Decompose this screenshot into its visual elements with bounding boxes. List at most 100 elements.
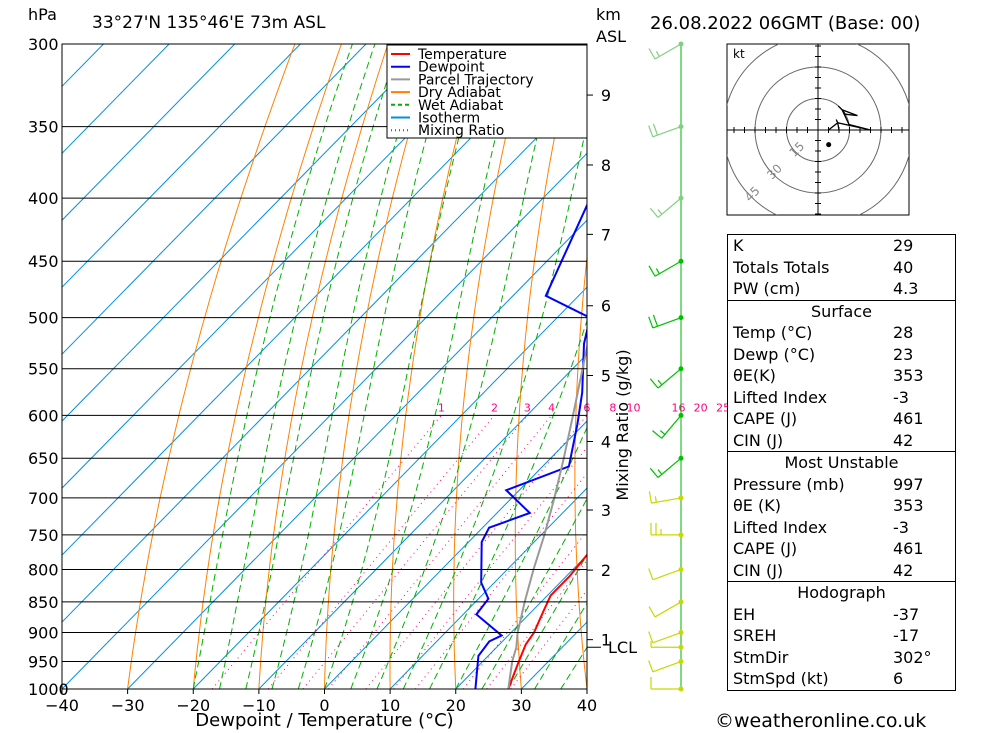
pressure-tick-label: 550 — [28, 360, 59, 379]
wind-barb-dot — [678, 495, 684, 501]
isotherm-line — [62, 44, 301, 288]
wind-barb — [649, 195, 684, 218]
wet-adiabat-line — [245, 44, 400, 689]
wind-barb-staff — [657, 368, 682, 389]
pressure-tick-label: 600 — [28, 406, 59, 425]
wind-barb-flag — [648, 606, 656, 618]
surface-row-cape: CAPE (J) 461 — [733, 409, 924, 428]
pressure-tick-label: 450 — [28, 252, 59, 271]
hodograph-storm-motion-dot — [826, 142, 832, 148]
surface-row-cin: CIN (J) 42 — [733, 430, 914, 450]
dry-adiabat-line — [689, 7, 724, 715]
x-axis-title: Dewpoint / Temperature (°C) — [195, 710, 453, 731]
mixing-ratio-label: 16 — [672, 401, 686, 414]
wind-barb-flag — [657, 209, 663, 215]
wind-barb — [648, 491, 684, 504]
temperature-tick-label: −10 — [242, 696, 276, 715]
wind-barb-dot — [678, 315, 684, 321]
pressure-tick-label: 800 — [28, 560, 59, 579]
wet-adiabat-line — [402, 122, 587, 689]
isotherm-line — [455, 554, 587, 689]
wind-barb — [648, 41, 684, 60]
surface-row-theta-e: θE(K) 353 — [733, 366, 924, 385]
legend-entry-label: Temperature — [417, 47, 507, 63]
wind-barb — [648, 659, 684, 673]
mixing-ratio-axis-title: Mixing Ratio (g/kg) — [613, 349, 632, 500]
mixing-ratio-label: 25 — [716, 401, 730, 414]
mixing-ratio-label: 1 — [438, 401, 445, 414]
wind-barb-dot — [678, 455, 684, 461]
legend-entry-label: Dry Adiabat — [418, 85, 501, 101]
wet-adiabat-line — [324, 44, 485, 689]
wind-barb — [650, 522, 684, 538]
dry-adiabat-line — [127, 44, 296, 689]
wind-barb — [648, 566, 684, 581]
legend-entry-label: Dewpoint — [418, 60, 485, 76]
temperature-tick-label: 30 — [511, 696, 531, 715]
wind-barb-flag — [648, 568, 654, 580]
legend-box — [386, 44, 588, 139]
isotherm-line — [62, 44, 367, 355]
wind-barb-staff — [652, 631, 682, 644]
km-asl-label: ASL — [596, 27, 627, 46]
wind-barb-flag — [659, 430, 666, 435]
isotherm-line — [258, 353, 587, 689]
wind-barb — [648, 258, 684, 277]
wind-barb — [648, 314, 684, 329]
pressure-tick-label: 900 — [28, 624, 59, 643]
dry-adiabat-line — [574, 253, 587, 689]
legend-entry-label: Mixing Ratio — [418, 123, 504, 139]
pressure-tick-label: 750 — [28, 526, 59, 545]
mixing-ratio-line — [267, 414, 495, 689]
temperature-tick-label: 10 — [380, 696, 400, 715]
mixing-ratio-label: 4 — [548, 401, 555, 414]
hodograph-unit-label: kt — [733, 47, 745, 61]
wind-barb — [648, 123, 684, 138]
pressure-tick-label: 850 — [28, 593, 59, 612]
mixing-ratio-line — [393, 446, 587, 689]
mu-row-theta-e: θE (K) 353 — [733, 496, 924, 515]
wind-barb-flag — [648, 316, 654, 329]
dry-adiabat-line — [258, 44, 389, 689]
hodo-row-eh: EH -37 — [733, 604, 920, 624]
wind-barb-dot — [678, 630, 684, 636]
isotherm-line — [62, 152, 587, 689]
index-row-k: K 29 — [733, 236, 914, 255]
isotherm-line — [127, 219, 587, 689]
wind-barb-flag — [649, 207, 659, 218]
temperature-tick-label: −30 — [111, 696, 145, 715]
temperature-tick-label: −20 — [176, 696, 210, 715]
wet-adiabat-line — [297, 44, 454, 689]
legend-entry-label: Isotherm — [418, 111, 480, 127]
pressure-unit-label: hPa — [28, 5, 57, 24]
isotherm-line — [62, 44, 170, 155]
wet-adiabat-line — [192, 44, 353, 689]
series-temperature — [507, 553, 587, 689]
copyright-link[interactable]: ©weatheronline.co.uk — [715, 710, 927, 732]
dry-adiabat-line — [389, 44, 482, 689]
hodo-row-sreh: SREH -17 — [733, 626, 920, 645]
wind-barb-dot — [678, 532, 684, 538]
wind-barb-flag — [648, 125, 654, 138]
km-tick-label: 3 — [601, 501, 611, 520]
hodo-row-stmspd: StmSpd (kt) 6 — [733, 669, 904, 688]
mu-row-pressure: Pressure (mb) 997 — [733, 474, 924, 494]
surface-row-temp: Temp (°C) 28 — [733, 323, 914, 342]
wind-barb-dot — [678, 566, 684, 572]
wind-barb — [652, 412, 684, 439]
wind-barb — [650, 641, 684, 650]
mu-row-cin: CIN (J) 42 — [733, 560, 914, 580]
wind-barb-flag — [657, 379, 663, 386]
surface-row-dewp: Dewp (°C) 23 — [733, 344, 914, 364]
dry-adiabat-line — [192, 44, 342, 689]
mixing-ratio-line — [328, 414, 552, 689]
wind-barb-staff — [657, 197, 682, 218]
wind-barb-dot — [678, 366, 684, 372]
isotherm-line — [62, 44, 564, 556]
isotherm-line — [62, 44, 498, 489]
km-tick-label: 2 — [601, 561, 611, 580]
wind-barb — [648, 599, 684, 618]
wind-barb-flag — [655, 51, 660, 57]
mu-row-cape: CAPE (J) 461 — [733, 539, 924, 558]
km-tick-label: 6 — [601, 297, 611, 316]
